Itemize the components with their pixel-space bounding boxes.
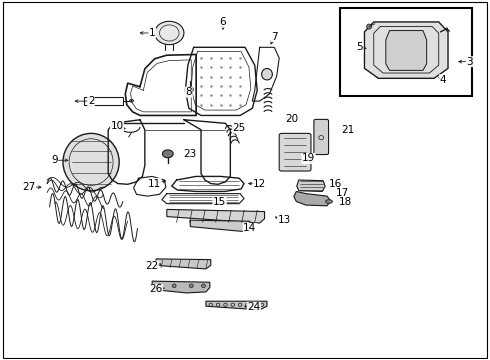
Text: 12: 12	[253, 179, 266, 189]
Text: 1: 1	[149, 28, 155, 38]
Polygon shape	[297, 180, 325, 192]
Text: 19: 19	[302, 153, 315, 163]
Polygon shape	[206, 301, 267, 310]
Ellipse shape	[63, 134, 119, 191]
Text: 22: 22	[146, 261, 159, 271]
Text: 3: 3	[466, 57, 473, 67]
Ellipse shape	[201, 284, 205, 288]
Polygon shape	[365, 22, 448, 78]
Ellipse shape	[326, 200, 332, 203]
Ellipse shape	[158, 284, 161, 288]
Polygon shape	[152, 281, 210, 293]
Text: 9: 9	[51, 155, 58, 165]
Text: 20: 20	[285, 114, 298, 124]
Text: 16: 16	[329, 179, 342, 189]
Polygon shape	[167, 210, 265, 223]
Text: 25: 25	[233, 123, 246, 133]
Bar	[340, 8, 472, 96]
Polygon shape	[190, 220, 250, 231]
Text: 4: 4	[440, 75, 446, 85]
Ellipse shape	[162, 150, 173, 158]
Bar	[84, 97, 123, 105]
Text: 7: 7	[271, 32, 278, 41]
Text: 15: 15	[213, 197, 226, 207]
Text: 21: 21	[341, 125, 354, 135]
Ellipse shape	[189, 284, 193, 288]
Ellipse shape	[187, 87, 193, 92]
Text: 6: 6	[220, 17, 226, 27]
Text: 27: 27	[23, 182, 36, 192]
Polygon shape	[294, 192, 331, 206]
Text: 18: 18	[339, 197, 352, 207]
Text: 13: 13	[277, 215, 291, 225]
FancyBboxPatch shape	[279, 134, 311, 171]
Ellipse shape	[172, 284, 176, 288]
Ellipse shape	[130, 99, 134, 102]
Polygon shape	[156, 259, 211, 269]
FancyBboxPatch shape	[314, 120, 329, 154]
Text: 10: 10	[110, 121, 123, 131]
Text: 14: 14	[243, 224, 256, 233]
Text: 8: 8	[186, 87, 192, 97]
Text: 5: 5	[357, 42, 363, 52]
Ellipse shape	[155, 21, 184, 45]
Ellipse shape	[262, 68, 272, 80]
Ellipse shape	[367, 24, 371, 29]
Text: 26: 26	[149, 284, 163, 294]
Text: 24: 24	[247, 302, 260, 312]
Polygon shape	[386, 31, 427, 70]
Text: 23: 23	[184, 149, 197, 159]
Text: 17: 17	[336, 188, 349, 198]
Text: 11: 11	[148, 179, 161, 189]
Text: 2: 2	[88, 96, 95, 106]
